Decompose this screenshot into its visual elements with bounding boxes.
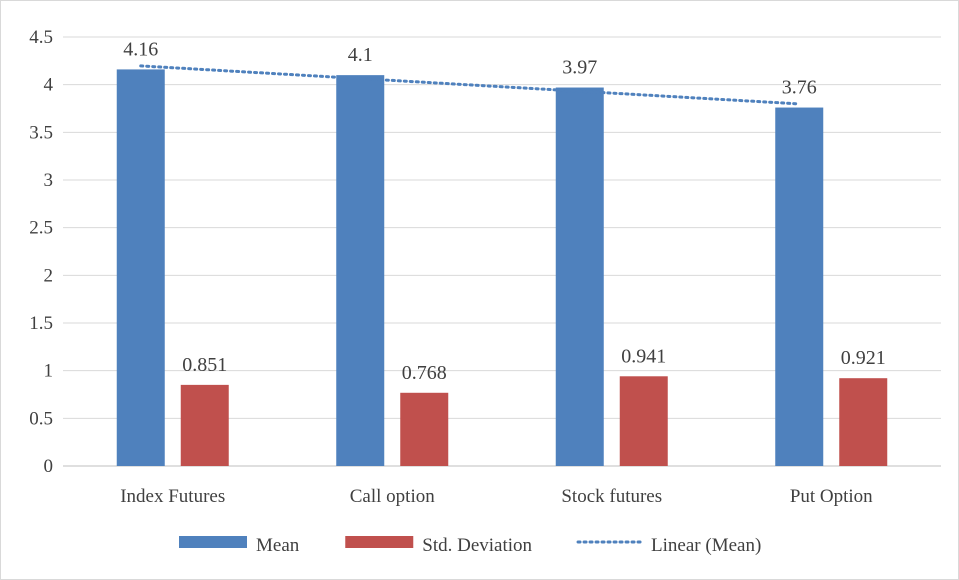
legend-swatch-mean	[179, 536, 247, 548]
data-label: 3.76	[782, 77, 817, 99]
y-axis-ticks: 0 0.5 1 1.5 2 2.5 3 3.5 4 4.5	[29, 27, 53, 477]
y-tick-label: 2.5	[29, 218, 53, 239]
trendline	[139, 64, 801, 106]
bar-std-deviation-index-futures	[180, 384, 229, 466]
data-label: 4.1	[348, 44, 373, 66]
bar-mean-call-option	[336, 75, 385, 466]
data-label: 3.97	[562, 57, 597, 79]
bar-std-deviation-stock-futures	[619, 376, 668, 466]
trendline-linear-mean	[139, 64, 801, 106]
category-label-put-option: Put Option	[790, 486, 873, 507]
data-labels: 4.16 4.1 3.97 3.76 0.851 0.768 0.941 0.921	[123, 38, 886, 383]
bar-mean-put-option	[775, 107, 824, 467]
y-tick-label: 4	[44, 75, 54, 96]
bar-mean-index-futures	[116, 69, 165, 466]
data-label: 0.941	[621, 345, 666, 367]
data-label: 0.921	[841, 347, 886, 369]
bar-std-deviation-put-option	[839, 378, 888, 466]
y-tick-label: 0.5	[29, 408, 53, 429]
x-axis-categories: Index Futures Call option Stock futures Put…	[120, 486, 873, 507]
y-tick-label: 3.5	[29, 122, 53, 143]
legend-label-mean: Mean	[256, 535, 300, 556]
data-label: 4.16	[123, 38, 158, 60]
bars	[116, 69, 888, 467]
y-tick-label: 3	[44, 170, 54, 191]
data-label: 0.768	[402, 362, 447, 384]
bar-mean-stock-futures	[555, 87, 604, 466]
category-label-call-option: Call option	[350, 486, 435, 507]
legend-label-std-deviation: Std. Deviation	[422, 535, 532, 556]
data-label: 0.851	[182, 354, 227, 376]
legend-label-trendline: Linear (Mean)	[651, 535, 761, 556]
y-tick-label: 2	[44, 265, 54, 286]
category-label-stock-futures: Stock futures	[561, 486, 662, 507]
y-tick-label: 4.5	[29, 27, 53, 48]
y-tick-label: 1.5	[29, 313, 53, 334]
legend: Mean Std. Deviation Linear (Mean)	[179, 535, 761, 556]
y-tick-label: 0	[44, 456, 54, 477]
legend-swatch-std-deviation	[345, 536, 414, 548]
category-label-index-futures: Index Futures	[120, 486, 225, 507]
bar-std-deviation-call-option	[400, 392, 449, 466]
y-tick-label: 1	[44, 361, 54, 382]
